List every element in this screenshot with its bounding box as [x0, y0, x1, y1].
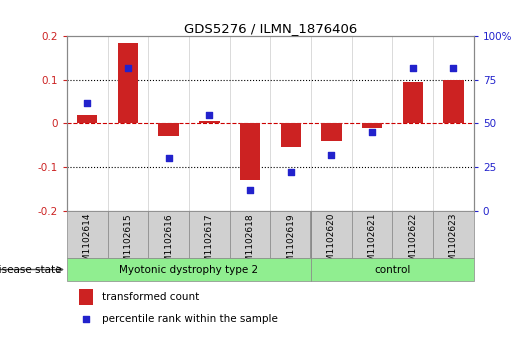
Bar [443, 80, 464, 123]
Text: GSM1102615: GSM1102615 [124, 213, 132, 274]
Bar [67, 258, 311, 281]
Point [449, 65, 458, 70]
Point [165, 155, 173, 161]
Text: percentile rank within the sample: percentile rank within the sample [101, 314, 278, 324]
Point [83, 99, 92, 105]
Text: transformed count: transformed count [101, 292, 199, 302]
Text: GSM1102618: GSM1102618 [246, 213, 254, 274]
Point [286, 169, 295, 175]
Text: GSM1102620: GSM1102620 [327, 213, 336, 273]
Bar [321, 123, 341, 141]
Bar [311, 211, 352, 258]
Bar [352, 211, 392, 258]
Point [205, 112, 214, 118]
Text: GSM1102616: GSM1102616 [164, 213, 173, 274]
Bar [189, 211, 230, 258]
Bar [79, 289, 93, 305]
Text: GSM1102617: GSM1102617 [205, 213, 214, 274]
Point [328, 152, 336, 158]
Title: GDS5276 / ILMN_1876406: GDS5276 / ILMN_1876406 [184, 22, 357, 35]
Text: GSM1102622: GSM1102622 [408, 213, 417, 273]
Text: GSM1102623: GSM1102623 [449, 213, 458, 273]
Text: GSM1102614: GSM1102614 [83, 213, 92, 273]
Point [409, 65, 417, 70]
Bar [403, 82, 423, 123]
Bar [118, 43, 138, 123]
Text: Myotonic dystrophy type 2: Myotonic dystrophy type 2 [119, 265, 259, 274]
Bar [270, 211, 311, 258]
Bar [230, 211, 270, 258]
Text: control: control [374, 265, 410, 274]
Bar [148, 211, 189, 258]
Bar [240, 123, 260, 180]
Bar [392, 211, 433, 258]
Bar [311, 258, 474, 281]
Text: GSM1102619: GSM1102619 [286, 213, 295, 274]
Bar [433, 211, 474, 258]
Point [368, 129, 376, 135]
Text: disease state: disease state [0, 265, 62, 274]
Bar [67, 211, 108, 258]
Bar [199, 121, 219, 123]
Point [124, 65, 132, 70]
Bar [281, 123, 301, 147]
Bar [77, 115, 97, 123]
Point [246, 187, 254, 192]
Bar [362, 123, 382, 128]
Text: GSM1102621: GSM1102621 [368, 213, 376, 273]
Bar [108, 211, 148, 258]
Bar [159, 123, 179, 136]
Point [82, 316, 90, 322]
